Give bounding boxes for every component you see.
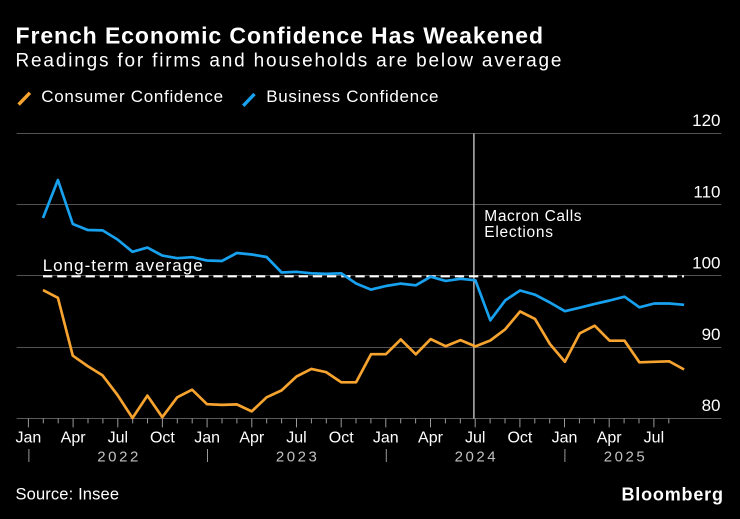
svg-text:90: 90 — [702, 325, 721, 344]
svg-text:Long-term average: Long-term average — [43, 256, 203, 275]
svg-text:Jan: Jan — [16, 430, 42, 447]
svg-text:Jul: Jul — [465, 430, 485, 447]
svg-text:80: 80 — [702, 396, 721, 415]
svg-text:French Economic Confidence Has: French Economic Confidence Has Weakened — [16, 23, 544, 49]
svg-text:Readings for firms and househo: Readings for firms and households are be… — [16, 51, 562, 72]
svg-text:Jan: Jan — [373, 430, 399, 447]
svg-text:110: 110 — [693, 182, 720, 201]
svg-text:Oct: Oct — [507, 430, 532, 447]
svg-text:Jan: Jan — [552, 430, 578, 447]
svg-text:Jul: Jul — [644, 430, 664, 447]
svg-text:Source: Insee: Source: Insee — [16, 485, 120, 503]
svg-text:120: 120 — [692, 111, 720, 130]
svg-text:Apr: Apr — [61, 430, 87, 447]
svg-text:Jul: Jul — [108, 430, 128, 447]
svg-text:Elections: Elections — [484, 224, 553, 241]
svg-text:Apr: Apr — [239, 430, 265, 447]
svg-text:Apr: Apr — [418, 430, 444, 447]
svg-text:Consumer Confidence: Consumer Confidence — [41, 87, 223, 106]
svg-text:Oct: Oct — [150, 430, 175, 447]
svg-text:Apr: Apr — [597, 430, 623, 447]
svg-text:Macron Calls: Macron Calls — [484, 208, 581, 225]
svg-text:Business Confidence: Business Confidence — [266, 87, 439, 106]
svg-text:Jan: Jan — [194, 430, 220, 447]
svg-text:Bloomberg: Bloomberg — [622, 485, 724, 505]
svg-text:100: 100 — [692, 254, 720, 273]
svg-text:Oct: Oct — [329, 430, 354, 447]
svg-text:Jul: Jul — [286, 430, 306, 447]
